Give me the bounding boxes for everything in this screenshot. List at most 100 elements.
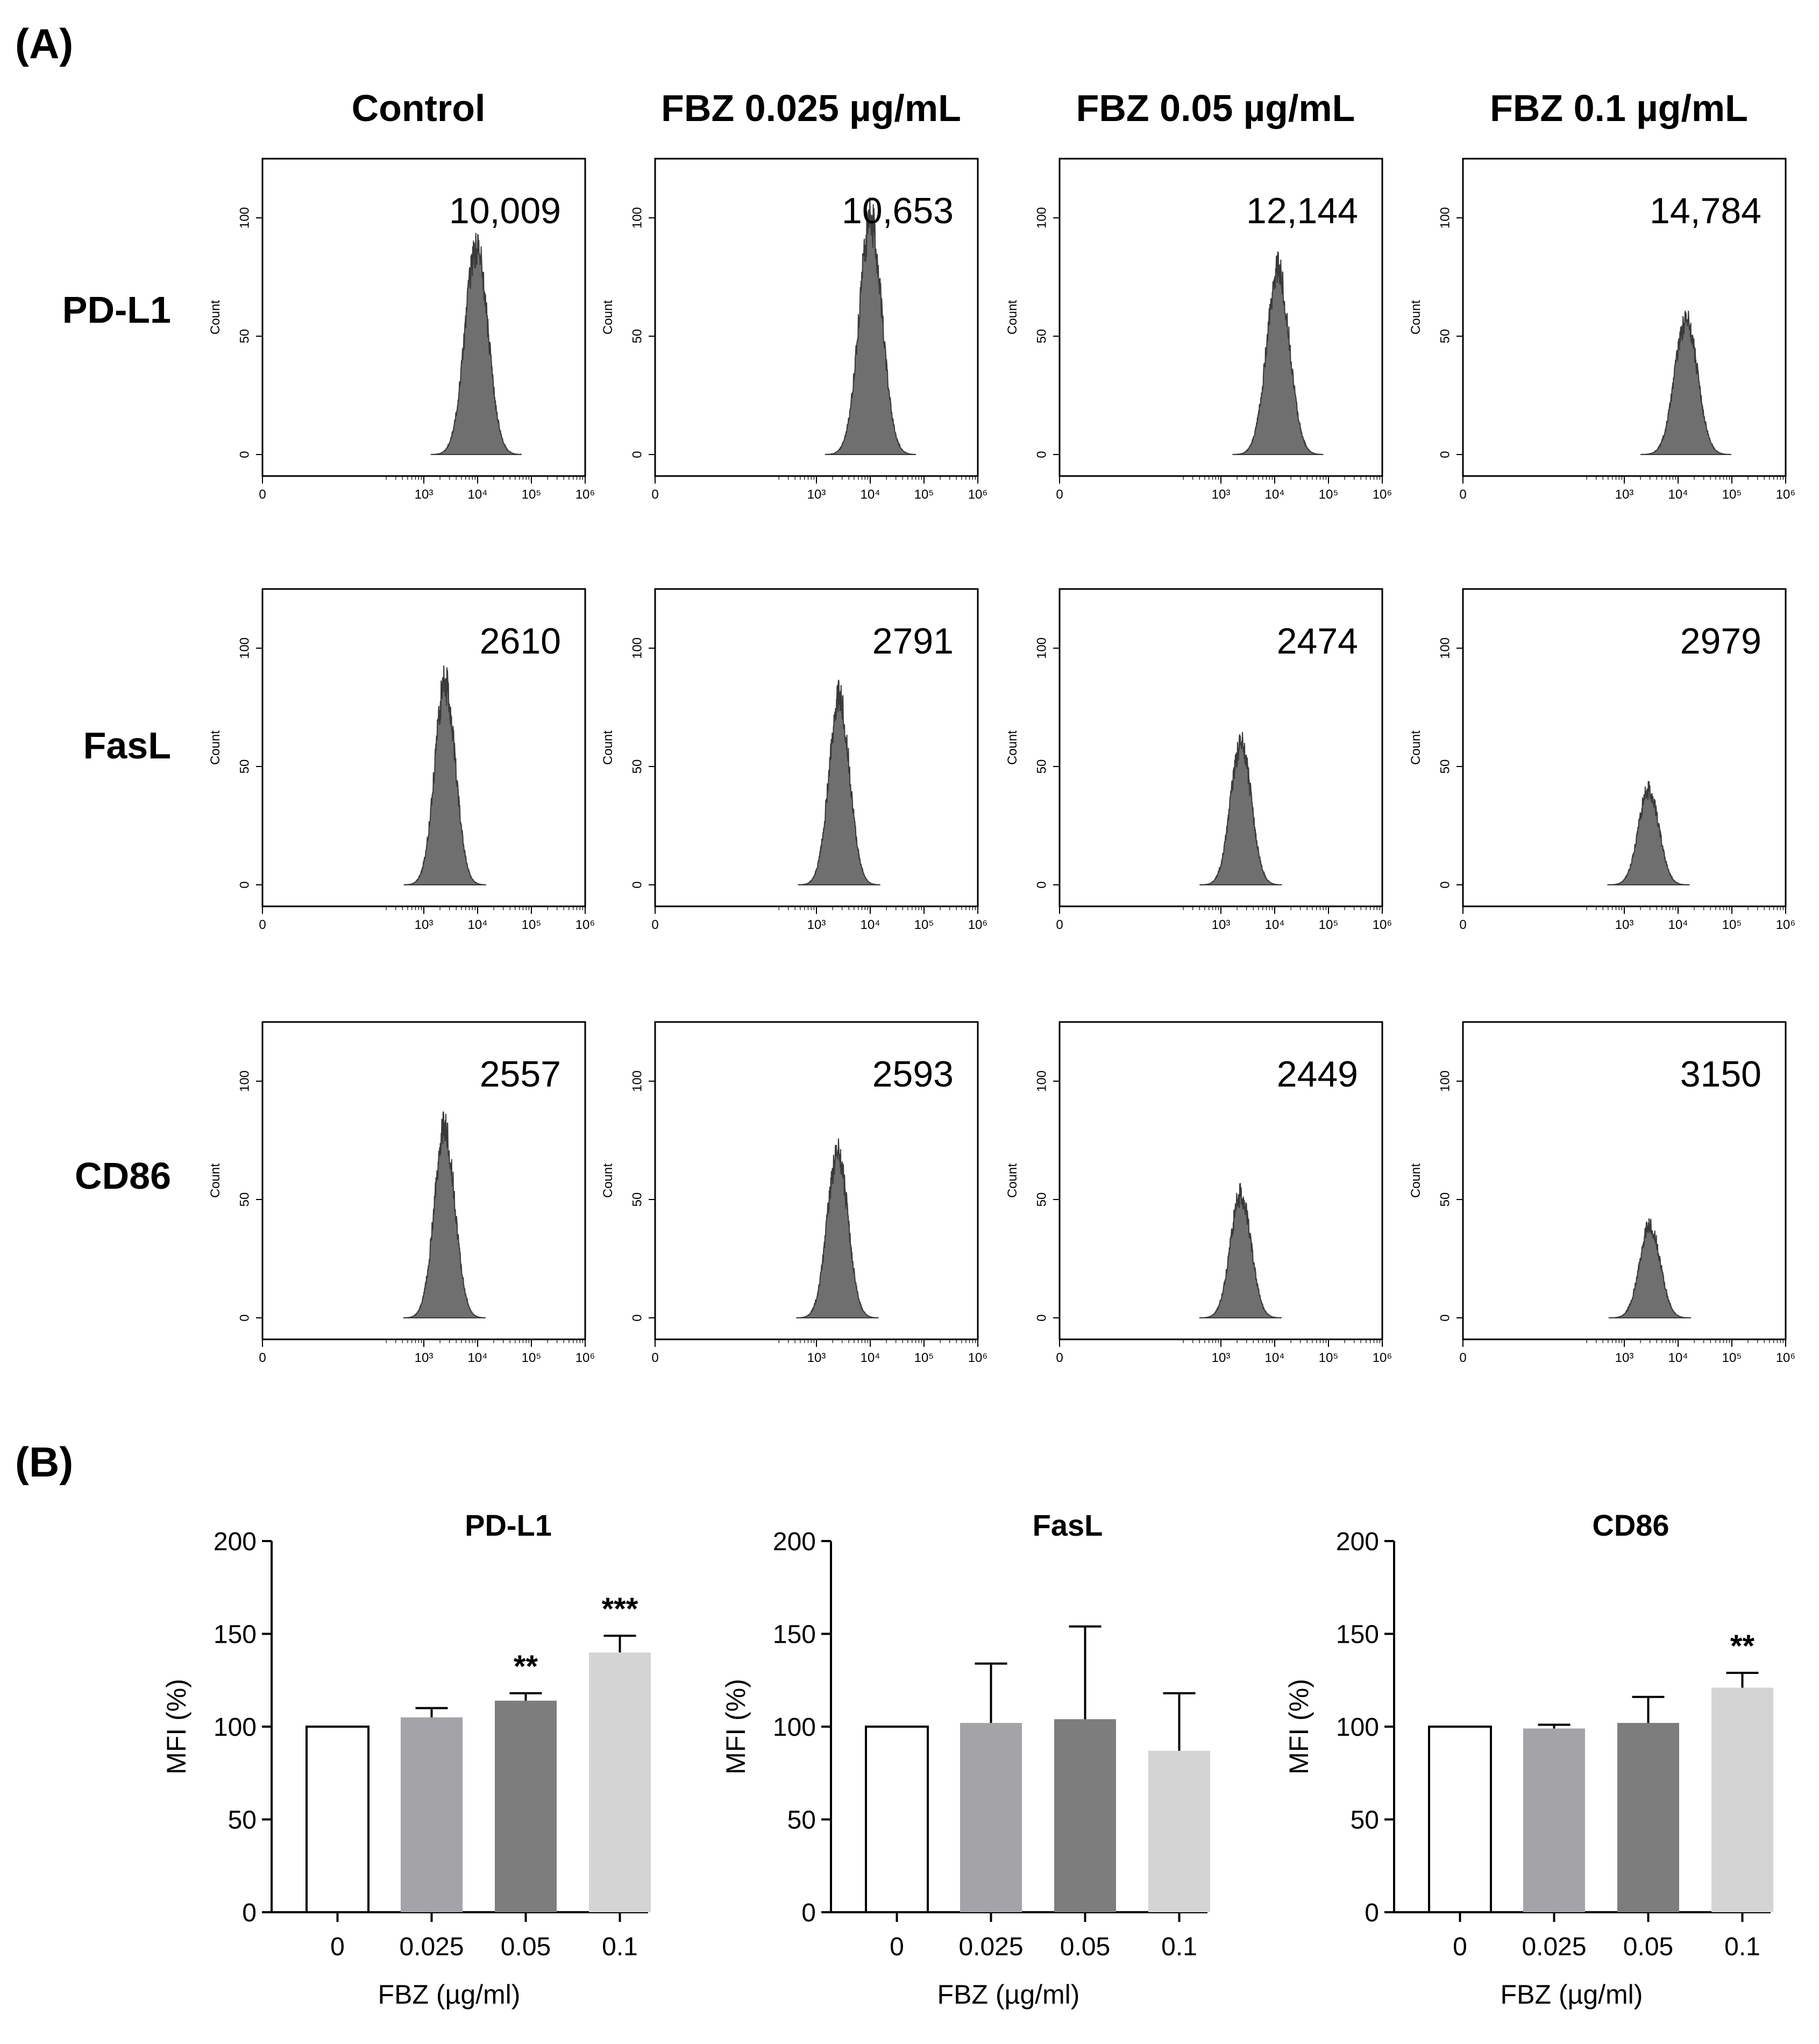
- y-tick-label: 200: [214, 1528, 257, 1556]
- panel-label-b: (B): [15, 1438, 73, 1486]
- x-tick-label: 10⁴: [467, 1351, 487, 1365]
- mfi-value: 2979: [1680, 621, 1761, 662]
- y-axis-label: MFI (%): [721, 1679, 751, 1775]
- histogram-cd86-1: 0 50 100 Count 0 10³ 10⁴ 10⁵ 10⁶ 2557: [208, 1021, 595, 1365]
- histogram-area: [1199, 1183, 1282, 1318]
- y-tick-label: 0: [1365, 1899, 1379, 1927]
- bar: [1148, 1750, 1210, 1912]
- y-tick-label: 0: [237, 1314, 252, 1321]
- y-tick-label: 0: [630, 1314, 644, 1321]
- column-header: Control: [352, 87, 486, 129]
- mfi-value: 2593: [872, 1054, 954, 1095]
- bar: [1428, 1726, 1492, 1913]
- x-tick-label: 10³: [1212, 1351, 1231, 1365]
- y-tick-label: 50: [630, 329, 644, 344]
- significance-marker: ***: [602, 1592, 638, 1627]
- y-tick-label: 100: [630, 1070, 644, 1092]
- y-axis-label: MFI (%): [1284, 1679, 1314, 1775]
- x-tick-label: 10³: [415, 918, 434, 932]
- y-tick-label: 50: [1438, 760, 1452, 774]
- x-tick-label: 10⁶: [575, 918, 595, 932]
- y-tick-label: 150: [773, 1621, 816, 1649]
- y-tick-label: 100: [237, 1070, 252, 1092]
- y-tick-label: 0: [242, 1899, 257, 1927]
- y-tick-label: 100: [237, 637, 252, 659]
- y-tick-label: 0: [1034, 881, 1049, 888]
- y-tick-label: 0: [237, 451, 252, 458]
- x-tick-label: 10⁵: [1319, 1351, 1339, 1365]
- x-tick-label: 10⁴: [860, 1351, 880, 1365]
- x-tick-label: 10³: [1212, 487, 1231, 502]
- x-tick-label: 0: [1453, 1933, 1467, 1961]
- bar: [865, 1726, 929, 1913]
- x-tick-label: 0.1: [1161, 1933, 1197, 1961]
- x-tick-label: 10⁶: [1776, 918, 1796, 932]
- y-tick-label: 100: [214, 1713, 257, 1742]
- y-tick-label: 0: [237, 881, 252, 888]
- histogram-area: [1640, 310, 1732, 455]
- x-tick-label: 10⁶: [575, 487, 595, 502]
- x-tick-label: 10³: [807, 918, 826, 932]
- mfi-value: 14,784: [1650, 190, 1761, 231]
- y-tick-label: 200: [1336, 1528, 1379, 1556]
- y-tick-label: 100: [1034, 1070, 1049, 1092]
- count-axis-label: Count: [1005, 1163, 1020, 1198]
- histogram-fasl-1: 0 50 100 Count 0 10³ 10⁴ 10⁵ 10⁶ 2610: [208, 588, 595, 932]
- mfi-value: 2474: [1277, 621, 1358, 662]
- histogram-area: [1232, 251, 1324, 455]
- bar: [1711, 1687, 1773, 1912]
- x-tick-label: 10⁶: [968, 487, 988, 502]
- x-tick-label: 0: [1056, 918, 1063, 932]
- x-axis-label: FBZ (µg/ml): [1501, 1979, 1643, 2010]
- x-tick-label: 10⁴: [1264, 1351, 1284, 1365]
- x-tick-label: 0: [1459, 487, 1466, 502]
- mfi-value: 3150: [1680, 1054, 1761, 1095]
- x-tick-label: 0: [890, 1933, 904, 1961]
- histogram-area: [430, 232, 522, 455]
- row-header: CD86: [75, 1155, 171, 1197]
- y-tick-label: 150: [1336, 1621, 1379, 1649]
- mfi-value: 10,653: [842, 190, 954, 231]
- histogram-area: [825, 197, 916, 455]
- chart-title: FasL: [1033, 1508, 1103, 1542]
- y-tick-label: 50: [1351, 1806, 1379, 1835]
- x-tick-label: 10⁵: [522, 487, 542, 502]
- x-tick-label: 0: [651, 487, 658, 502]
- y-tick-label: 100: [1034, 637, 1049, 659]
- count-axis-label: Count: [1409, 1163, 1423, 1198]
- x-tick-label: 10³: [1212, 918, 1231, 932]
- y-tick-label: 100: [630, 637, 644, 659]
- x-tick-label: 10⁶: [968, 918, 988, 932]
- histogram-pd-l1-4: 0 50 100 Count 0 10³ 10⁴ 10⁵ 10⁶ 14,784: [1409, 158, 1795, 502]
- bar: [960, 1723, 1022, 1912]
- mfi-value: 2791: [872, 621, 954, 662]
- y-tick-label: 200: [773, 1528, 816, 1556]
- x-tick-label: 10⁵: [522, 1351, 542, 1365]
- count-axis-label: Count: [1409, 300, 1423, 335]
- row-header: PD-L1: [62, 289, 171, 331]
- x-tick-label: 0: [259, 918, 266, 932]
- histogram-area: [1199, 732, 1282, 885]
- y-tick-label: 100: [1034, 207, 1049, 229]
- y-tick-label: 100: [630, 207, 644, 229]
- x-tick-label: 0.05: [1060, 1933, 1110, 1961]
- bar-chart-cd86: CD86 0 50 100 150 200 MFI (%) 0 0.025 0.05 0.1 ** FB…: [1284, 1508, 1773, 2010]
- row-header: FasL: [83, 725, 171, 767]
- y-tick-label: 0: [1034, 451, 1049, 458]
- mfi-value: 2449: [1277, 1054, 1358, 1095]
- count-axis-label: Count: [601, 730, 615, 765]
- y-tick-label: 0: [1438, 881, 1452, 888]
- y-tick-label: 50: [237, 760, 252, 774]
- x-tick-label: 10³: [807, 487, 826, 502]
- histogram-area: [796, 1138, 879, 1318]
- histogram-area: [798, 679, 880, 885]
- x-tick-label: 10⁴: [860, 918, 880, 932]
- count-axis-label: Count: [601, 300, 615, 335]
- histogram-area: [1608, 1218, 1692, 1318]
- x-tick-label: 10⁴: [1668, 1351, 1688, 1365]
- x-tick-label: 10³: [415, 1351, 434, 1365]
- histogram-cd86-2: 0 50 100 Count 0 10³ 10⁴ 10⁵ 10⁶ 2593: [601, 1021, 987, 1365]
- x-tick-label: 10⁵: [1722, 918, 1742, 932]
- x-tick-label: 0: [259, 487, 266, 502]
